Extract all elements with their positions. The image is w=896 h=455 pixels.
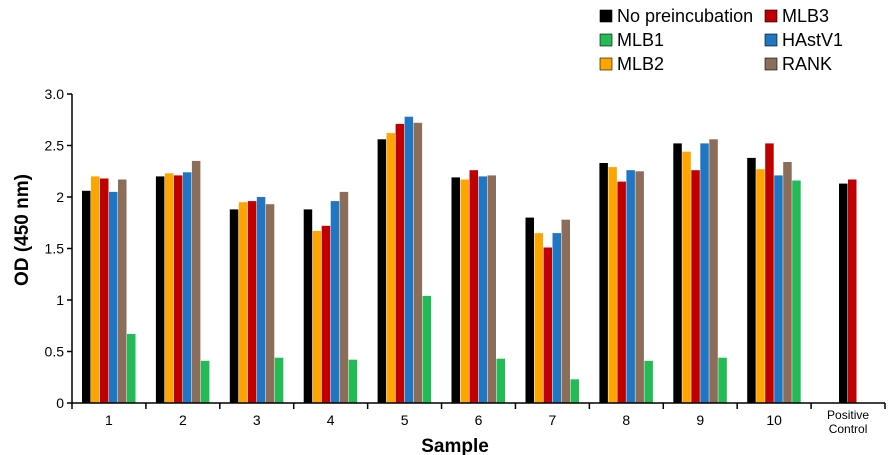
bar-mlb2-sample-10 — [756, 169, 765, 403]
bars-group — [82, 116, 857, 404]
bar-mlb2-sample-5 — [386, 133, 396, 403]
legend-label-mlb1: MLB1 — [617, 30, 664, 50]
bar-mlb1-sample-7 — [570, 379, 579, 403]
y-tick-label: 1 — [56, 292, 64, 308]
bar-mlb1-sample-2 — [200, 360, 210, 403]
bar-rank-sample-8 — [635, 171, 644, 404]
bar-mlb1-sample-4 — [348, 359, 358, 403]
bar-mlb3-sample-3 — [247, 201, 257, 403]
bar-rank-sample-5 — [413, 122, 423, 404]
bar-mlb3-sample-11 — [848, 179, 857, 403]
bar-no-preincubation-sample-10 — [747, 157, 756, 403]
bar-mlb1-sample-9 — [718, 357, 727, 403]
bar-no-preincubation-sample-5 — [377, 139, 387, 404]
legend-label-no-preincubation: No preincubation — [617, 6, 753, 26]
bar-hastv1-sample-3 — [256, 197, 266, 403]
bar-mlb3-sample-5 — [395, 123, 405, 404]
bar-mlb1-sample-10 — [792, 180, 801, 403]
legend-swatch-no-preincubation — [599, 9, 613, 23]
bar-no-preincubation-sample-11 — [839, 183, 848, 403]
bar-no-preincubation-sample-8 — [599, 163, 608, 403]
bar-mlb2-sample-8 — [608, 167, 617, 403]
y-tick-label: 2 — [56, 189, 64, 205]
bar-hastv1-sample-2 — [182, 172, 192, 403]
bar-hastv1-sample-7 — [552, 233, 561, 403]
y-tick-label: 0.5 — [45, 344, 65, 360]
bar-mlb2-sample-6 — [460, 179, 469, 403]
legend-swatch-mlb2 — [599, 57, 613, 71]
bar-hastv1-sample-5 — [404, 116, 414, 403]
bar-mlb3-sample-10 — [765, 143, 774, 403]
bar-no-preincubation-sample-2 — [155, 176, 165, 403]
bar-hastv1-sample-8 — [626, 170, 635, 403]
legend-label-hastv1: HAstV1 — [782, 30, 843, 50]
bar-rank-sample-3 — [265, 204, 275, 403]
bar-no-preincubation-sample-7 — [525, 217, 534, 403]
y-tick-label: 2.5 — [45, 138, 65, 154]
bar-mlb3-sample-7 — [543, 247, 552, 403]
bar-mlb2-sample-4 — [312, 231, 322, 403]
bar-mlb2-sample-1 — [91, 176, 100, 403]
x-tick-label: 2 — [179, 412, 187, 428]
x-tick-label: Positive — [827, 408, 869, 422]
x-tick-label: 9 — [696, 412, 704, 428]
x-tick-label: 7 — [549, 412, 557, 428]
legend-label-mlb3: MLB3 — [782, 6, 829, 26]
bar-rank-sample-2 — [191, 160, 201, 403]
legend-label-mlb2: MLB2 — [617, 54, 664, 74]
bar-no-preincubation-sample-3 — [229, 209, 239, 403]
legend-swatch-hastv1 — [764, 33, 778, 47]
bar-mlb2-sample-7 — [534, 233, 543, 403]
x-tick-label: Control — [829, 422, 868, 436]
legend-swatch-mlb1 — [599, 33, 613, 47]
bar-hastv1-sample-9 — [700, 143, 709, 403]
x-tick-label: 6 — [475, 412, 483, 428]
bar-mlb3-sample-4 — [321, 225, 331, 403]
bar-no-preincubation-sample-6 — [451, 177, 460, 403]
x-tick-label: 5 — [401, 412, 409, 428]
axes-group: 0 0.5 1 1.5 2 2.5 3.0 1 2 3 4 5 6 7 8 9 10 PositiveContro… — [45, 86, 886, 436]
bar-mlb3-sample-8 — [617, 181, 626, 403]
x-tick-label: 10 — [766, 412, 782, 428]
x-tick-label: 4 — [327, 412, 335, 428]
bar-hastv1-sample-6 — [478, 176, 487, 403]
bar-mlb2-sample-2 — [164, 173, 174, 403]
bar-mlb3-sample-6 — [469, 170, 478, 403]
bar-rank-sample-10 — [783, 162, 792, 403]
bar-no-preincubation-sample-1 — [82, 190, 91, 403]
bar-rank-sample-7 — [561, 219, 570, 403]
bar-mlb1-sample-6 — [496, 358, 505, 403]
bar-rank-sample-4 — [339, 191, 349, 403]
legend-label-rank: RANK — [782, 54, 832, 74]
bar-mlb2-sample-3 — [238, 202, 248, 403]
y-tick-label: 3.0 — [45, 86, 65, 102]
bar-mlb2-sample-9 — [682, 151, 691, 403]
x-axis-title: Sample — [421, 436, 489, 455]
bar-no-preincubation-sample-4 — [303, 209, 313, 403]
bar-mlb1-sample-5 — [422, 295, 432, 403]
bar-mlb1-sample-1 — [127, 334, 136, 403]
bar-mlb1-sample-8 — [644, 360, 653, 403]
legend: No preincubation MLB1 MLB2 MLB3 HAstV1 RANK — [599, 6, 843, 74]
bar-mlb3-sample-2 — [173, 175, 183, 403]
y-tick-label: 1.5 — [45, 241, 65, 257]
bar-rank-sample-9 — [709, 139, 718, 404]
bar-hastv1-sample-1 — [109, 191, 118, 403]
x-tick-label: 8 — [622, 412, 630, 428]
y-axis-title: OD (450 nm) — [12, 174, 33, 286]
bar-mlb3-sample-1 — [100, 178, 109, 403]
legend-swatch-mlb3 — [764, 9, 778, 23]
bar-hastv1-sample-10 — [774, 175, 783, 403]
bar-hastv1-sample-4 — [330, 201, 340, 403]
x-tick-label: 3 — [253, 412, 261, 428]
x-tick-label: 1 — [105, 412, 113, 428]
bar-mlb3-sample-9 — [691, 170, 700, 403]
y-tick-label: 0 — [56, 395, 64, 411]
bar-no-preincubation-sample-9 — [673, 143, 682, 403]
legend-swatch-rank — [764, 57, 778, 71]
bar-rank-sample-1 — [118, 179, 127, 403]
bar-rank-sample-6 — [487, 175, 496, 403]
bar-mlb1-sample-3 — [274, 357, 284, 403]
